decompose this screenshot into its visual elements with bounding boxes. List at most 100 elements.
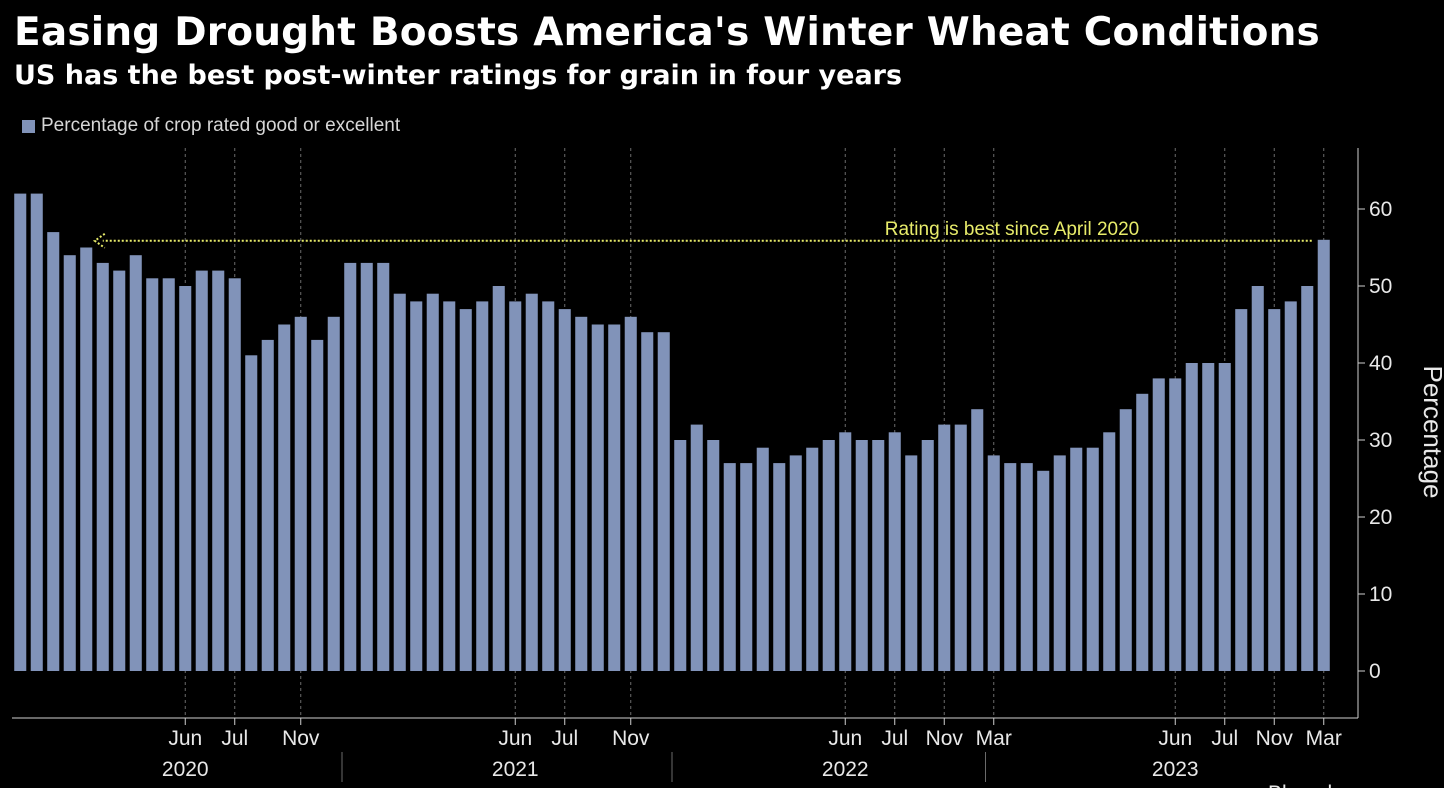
bar <box>657 332 670 671</box>
y-axis-label: Percentage <box>1418 366 1444 499</box>
bar <box>261 339 274 671</box>
year-label: 2023 <box>1152 758 1199 781</box>
year-label: 2021 <box>492 758 539 781</box>
bar <box>525 293 538 671</box>
bar <box>740 463 753 671</box>
x-tick-label: Mar <box>976 727 1012 750</box>
bar <box>1020 463 1033 671</box>
bar <box>212 270 225 671</box>
annotation: Rating is best since April 2020 <box>93 219 1312 249</box>
bar <box>113 270 126 671</box>
x-tick-label: Jul <box>551 727 578 750</box>
x-tick-label: Jul <box>221 727 248 750</box>
bar <box>30 193 43 671</box>
bar <box>1053 455 1066 671</box>
x-tick-label: Mar <box>1306 727 1342 750</box>
x-tick-label: Jun <box>498 727 532 750</box>
bar <box>558 309 571 671</box>
bar <box>855 440 868 671</box>
x-tick-label: Nov <box>926 727 964 750</box>
bar <box>1235 309 1248 671</box>
bar <box>789 455 802 671</box>
y-tick-label: 0 <box>1369 660 1381 683</box>
bar <box>624 316 637 671</box>
bar <box>938 424 951 671</box>
bar <box>228 278 241 671</box>
bar <box>1070 447 1083 671</box>
annotation-text: Rating is best since April 2020 <box>885 219 1140 240</box>
bar <box>1169 378 1182 671</box>
bar <box>1103 432 1116 671</box>
x-tick-label: Nov <box>282 727 320 750</box>
bar <box>146 278 159 671</box>
bar <box>1185 363 1198 671</box>
bar <box>393 293 406 671</box>
bar <box>1301 286 1314 671</box>
bar <box>707 440 720 671</box>
y-tick-label: 10 <box>1369 583 1392 606</box>
bar <box>1037 470 1050 671</box>
year-label: 2020 <box>162 758 209 781</box>
y-tick-label: 60 <box>1369 198 1392 221</box>
chart-title: Easing Drought Boosts America's Winter W… <box>14 10 1320 55</box>
bar <box>1284 301 1297 671</box>
bar <box>723 463 736 671</box>
x-tick-label: Nov <box>612 727 650 750</box>
bar <box>1251 286 1264 671</box>
bar <box>129 255 142 671</box>
x-tick-label: Jun <box>828 727 862 750</box>
bar <box>690 424 703 671</box>
bar <box>179 286 192 671</box>
x-tick-label: Jun <box>1158 727 1192 750</box>
bar <box>96 262 109 671</box>
bar <box>954 424 967 671</box>
bar <box>608 324 621 671</box>
bar <box>822 440 835 671</box>
bar <box>1152 378 1165 671</box>
bar <box>888 432 901 671</box>
bar <box>294 316 307 671</box>
bar <box>476 301 489 671</box>
year-label: 2022 <box>822 758 869 781</box>
bar <box>14 193 27 671</box>
bar <box>641 332 654 671</box>
bar <box>459 309 472 671</box>
bar <box>509 301 522 671</box>
legend-swatch <box>22 119 35 133</box>
x-tick-label: Nov <box>1256 727 1294 750</box>
bar <box>1004 463 1017 671</box>
legend-label: Percentage of crop rated good or excelle… <box>41 115 401 136</box>
bar <box>47 232 60 671</box>
bar <box>1136 393 1149 671</box>
bar <box>674 440 687 671</box>
x-axis: Jun Jul Nov Jun Jul Nov Jun Jul Nov Mar Jun Jul Nov M… <box>12 717 1370 788</box>
source-label: Bloomberg <box>1268 782 1370 788</box>
bar <box>1202 363 1215 671</box>
bar <box>839 432 852 671</box>
bar <box>63 255 76 671</box>
bar <box>987 455 1000 671</box>
bar <box>492 286 505 671</box>
bar <box>360 262 373 671</box>
bar <box>872 440 885 671</box>
bar <box>426 293 439 671</box>
y-axis: 0 10 20 30 40 50 60 Percentage <box>1357 148 1444 718</box>
legend: Percentage of crop rated good or excelle… <box>22 115 400 137</box>
bar <box>245 355 258 671</box>
bar <box>905 455 918 671</box>
bar <box>443 301 456 671</box>
bar <box>1119 409 1132 671</box>
y-tick-label: 20 <box>1369 506 1392 529</box>
bar <box>756 447 769 671</box>
bar <box>195 270 208 671</box>
y-tick-label: 40 <box>1369 352 1392 375</box>
bar <box>1268 309 1281 671</box>
annotation-arrowhead <box>93 232 106 249</box>
bar <box>806 447 819 671</box>
bar <box>344 262 357 671</box>
y-tick-label: 50 <box>1369 275 1392 298</box>
bar <box>80 247 93 671</box>
bar-series <box>14 193 1330 672</box>
bar <box>311 339 324 671</box>
bar <box>921 440 934 671</box>
